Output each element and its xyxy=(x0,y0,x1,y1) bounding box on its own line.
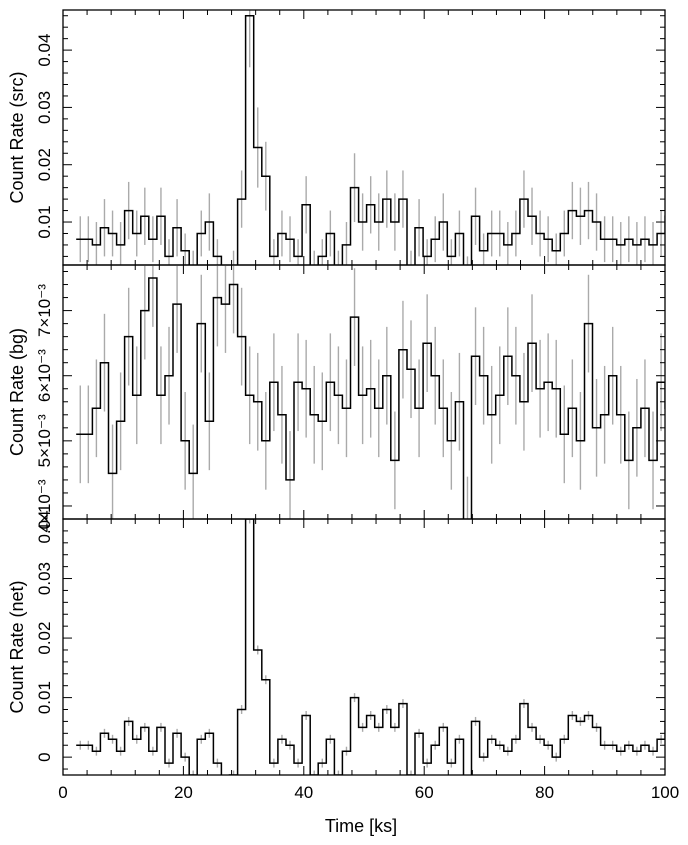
x-tick-label: 0 xyxy=(58,783,67,802)
step-line-net xyxy=(76,519,665,775)
plot-frame xyxy=(62,518,666,776)
y-tick-label: 0.02 xyxy=(35,622,54,655)
x-tick-label: 20 xyxy=(174,783,193,802)
step-line-src xyxy=(76,14,665,265)
y-tick-label: 0.02 xyxy=(35,148,54,181)
x-tick-label: 80 xyxy=(535,783,554,802)
y-axis-title: Count Rate (bg) xyxy=(7,328,27,456)
y-tick-label: 0.01 xyxy=(35,205,54,238)
y-tick-label: 0.03 xyxy=(35,91,54,124)
y-axis-title: Count Rate (net) xyxy=(7,580,27,713)
y-tick-label: 0.04 xyxy=(35,34,54,67)
x-tick-label: 60 xyxy=(415,783,434,802)
y-tick-label: 7×10⁻³ xyxy=(35,284,54,337)
y-tick-label: 0.04 xyxy=(35,510,54,543)
y-axis-title: Count Rate (src) xyxy=(7,71,27,203)
series-bg xyxy=(76,265,665,519)
step-line-bg xyxy=(76,277,665,519)
y-tick-label: 4×10⁻³ xyxy=(35,479,54,532)
y-tick-label: 5×10⁻³ xyxy=(35,414,54,467)
panel-src: 0.01 0.02 0.03 0.04 Count Rate (src) xyxy=(7,9,666,266)
x-axis-title: Time [ks] xyxy=(325,816,397,836)
y-tick-label: 6×10⁻³ xyxy=(35,349,54,402)
panel-net: 0 0.01 0.02 0.03 0.04 Count Rate (net) xyxy=(7,510,666,776)
series-net xyxy=(76,519,665,775)
y-tick-label: 0.01 xyxy=(35,681,54,714)
y-tick-label: 0.03 xyxy=(35,562,54,595)
x-axis: Time [ks] 0 20 40 60 80 100 xyxy=(58,783,679,836)
x-tick-label: 40 xyxy=(294,783,313,802)
x-tick-label: 100 xyxy=(651,783,679,802)
series-src xyxy=(76,10,665,265)
panel-bg: 4×10⁻³ 5×10⁻³ 6×10⁻³ 7×10⁻³ Count Rate (bg) xyxy=(7,264,666,532)
y-tick-label: 0 xyxy=(35,752,54,761)
panels: 0.01 0.02 0.03 0.04 Count Rate (src) 4×10⁻³ 5×… xyxy=(7,9,666,776)
